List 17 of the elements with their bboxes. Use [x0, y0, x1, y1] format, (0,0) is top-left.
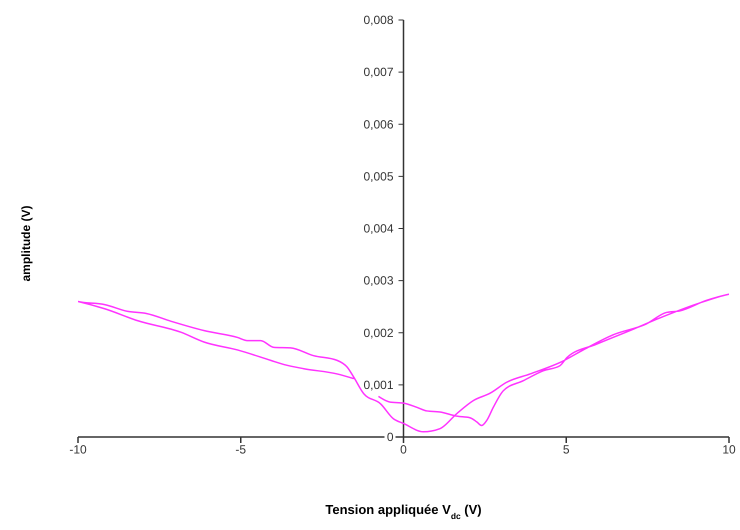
y-tick-label: 0 — [386, 430, 394, 444]
y-tick-label: 0,006 — [363, 117, 394, 132]
x-tick-label: 0 — [400, 442, 408, 457]
y-tick-label: 0,004 — [363, 222, 394, 236]
x-tick-label: -10 — [69, 442, 87, 457]
y-axis-title: amplitude (V) — [19, 205, 33, 282]
x-axis-title: Tension appliquée V$_{dc}$ (V) — [325, 502, 482, 521]
y-tick-label: 0,007 — [363, 65, 394, 80]
y-tick-label: 0,008 — [363, 13, 394, 27]
y-tick-label: 0,005 — [363, 169, 394, 184]
y-tick-label: 0,003 — [363, 274, 394, 288]
y-tick-label: 0,002 — [363, 326, 394, 340]
x-tick-label: 10 — [722, 442, 736, 457]
y-tick-label: 0,001 — [363, 378, 394, 392]
x-tick-label: -5 — [235, 442, 246, 457]
line-series — [78, 293, 729, 433]
x-tick-label: 5 — [562, 442, 570, 457]
